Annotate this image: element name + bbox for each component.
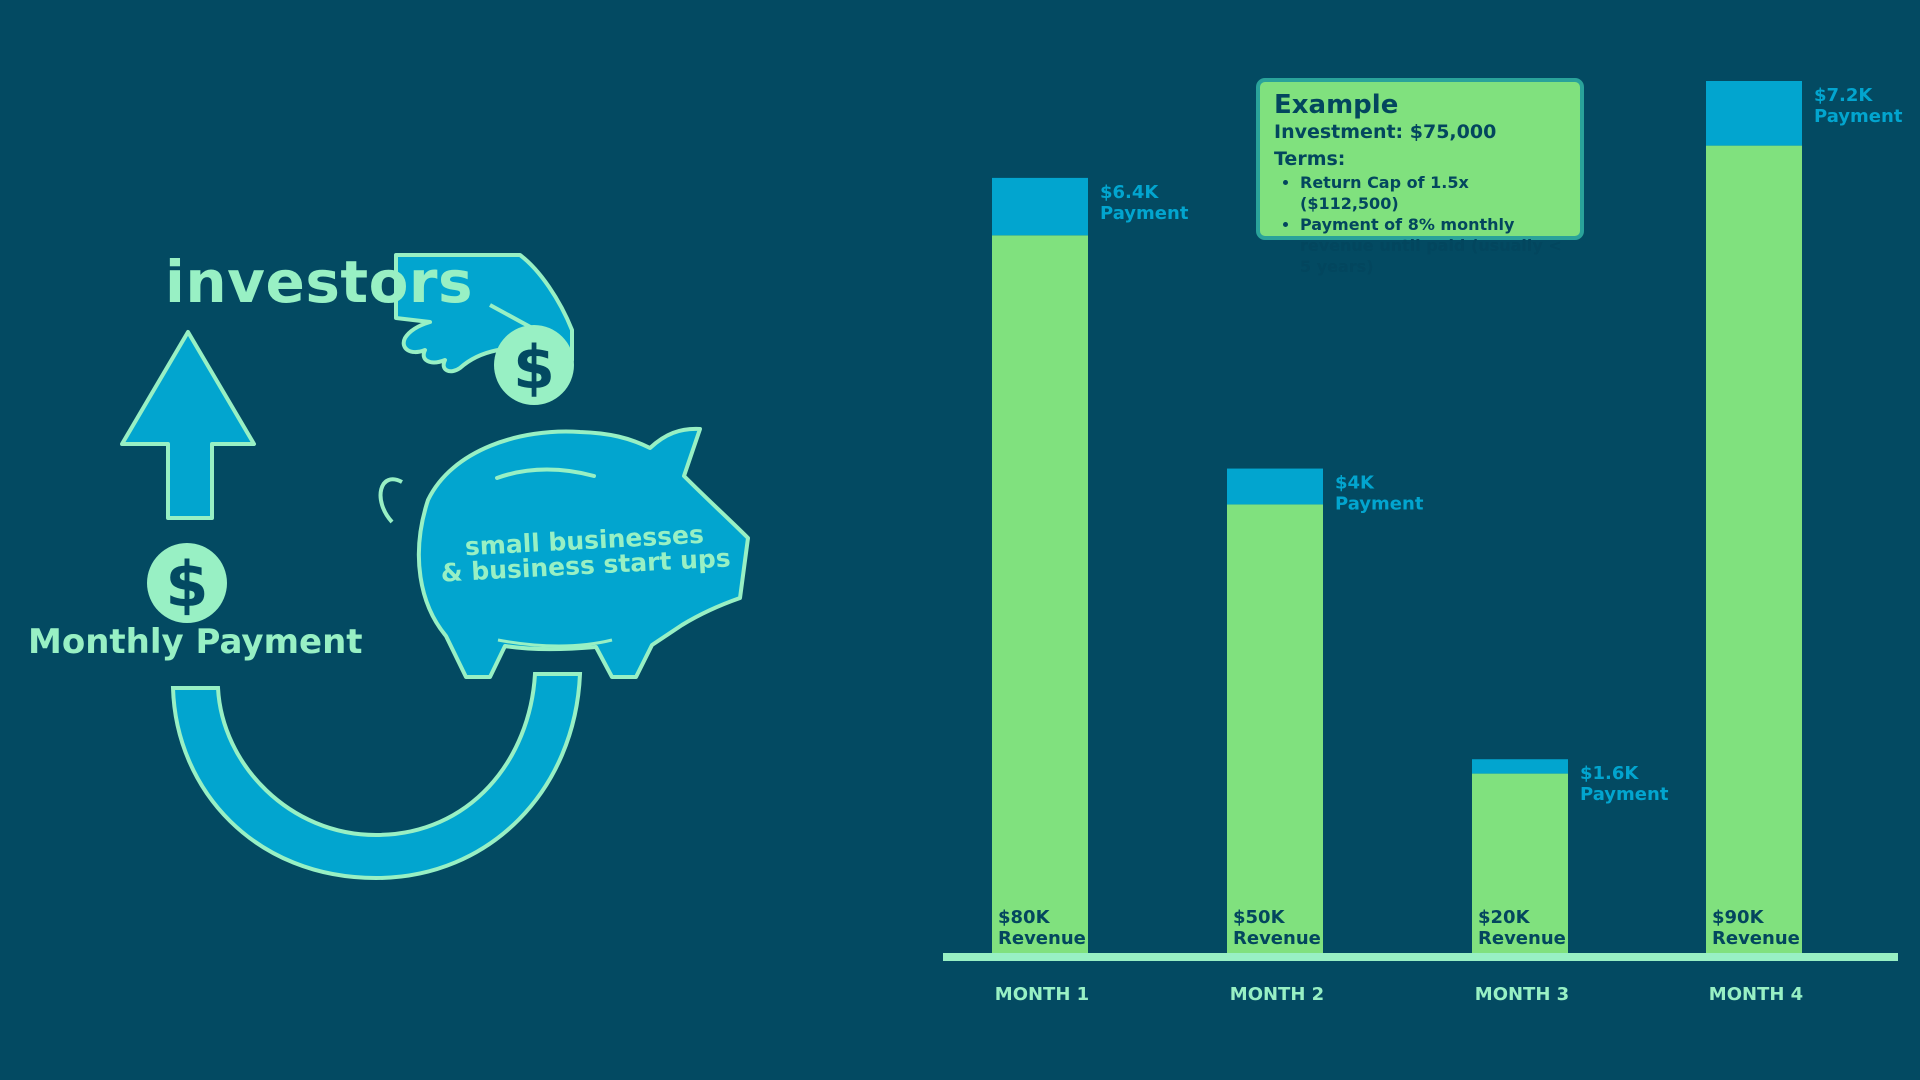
investors-label: investors [165,248,474,316]
circular-arrow-icon [170,672,583,881]
example-investment: Investment: $75,000 [1274,121,1497,143]
payment-bar [1472,759,1568,774]
svg-text:$: $ [165,548,208,621]
payment-series-label: Payment [1100,203,1189,224]
payment-bar [1706,81,1802,146]
example-terms-label: Terms: [1274,148,1346,170]
revenue-bar [1706,145,1802,953]
x-tick-label: MONTH 3 [1475,984,1569,1005]
revenue-bar [1227,504,1323,953]
revenue-value-label: $20K [1478,907,1531,928]
monthly-payment-label: Monthly Payment [28,622,363,662]
revenue-value-label: $90K [1712,907,1765,928]
payment-series-label: Payment [1335,494,1424,515]
payment-series-label: Payment [1580,784,1669,805]
x-tick-label: MONTH 2 [1230,984,1324,1005]
revenue-value-label: $50K [1233,907,1286,928]
example-terms-list: Return Cap of 1.5x ($112,500) Payment of… [1274,172,1566,277]
revenue-series-label: Revenue [998,928,1086,949]
payment-value-label: $4K [1335,473,1375,494]
payment-series-label: Payment [1814,106,1903,127]
svg-text:$: $ [513,333,555,403]
example-title: Example [1274,90,1399,120]
up-arrow-icon [120,330,256,520]
piggy-bank-icon [378,426,750,679]
revenue-series-label: Revenue [1233,928,1321,949]
example-term: Payment of 8% monthly revenue until paid… [1300,214,1566,277]
payment-value-label: $6.4K [1100,182,1159,203]
x-tick-label: MONTH 1 [995,984,1089,1005]
payment-value-label: $1.6K [1580,763,1639,784]
coin-icon: $ [494,325,574,405]
x-axis-line [943,953,1898,961]
revenue-series-label: Revenue [1712,928,1800,949]
example-term: Return Cap of 1.5x ($112,500) [1300,172,1566,214]
x-tick-label: MONTH 4 [1709,984,1803,1005]
revenue-series-label: Revenue [1478,928,1566,949]
payment-bar [1227,468,1323,505]
revenue-bar [992,235,1088,954]
example-box: Example Investment: $75,000 Terms: Retur… [1256,78,1584,276]
payment-bar [992,177,1088,236]
dollar-coin-icon: $ [147,543,227,623]
revenue-bar [1472,773,1568,953]
payment-value-label: $7.2K [1814,85,1873,106]
revenue-value-label: $80K [998,907,1051,928]
